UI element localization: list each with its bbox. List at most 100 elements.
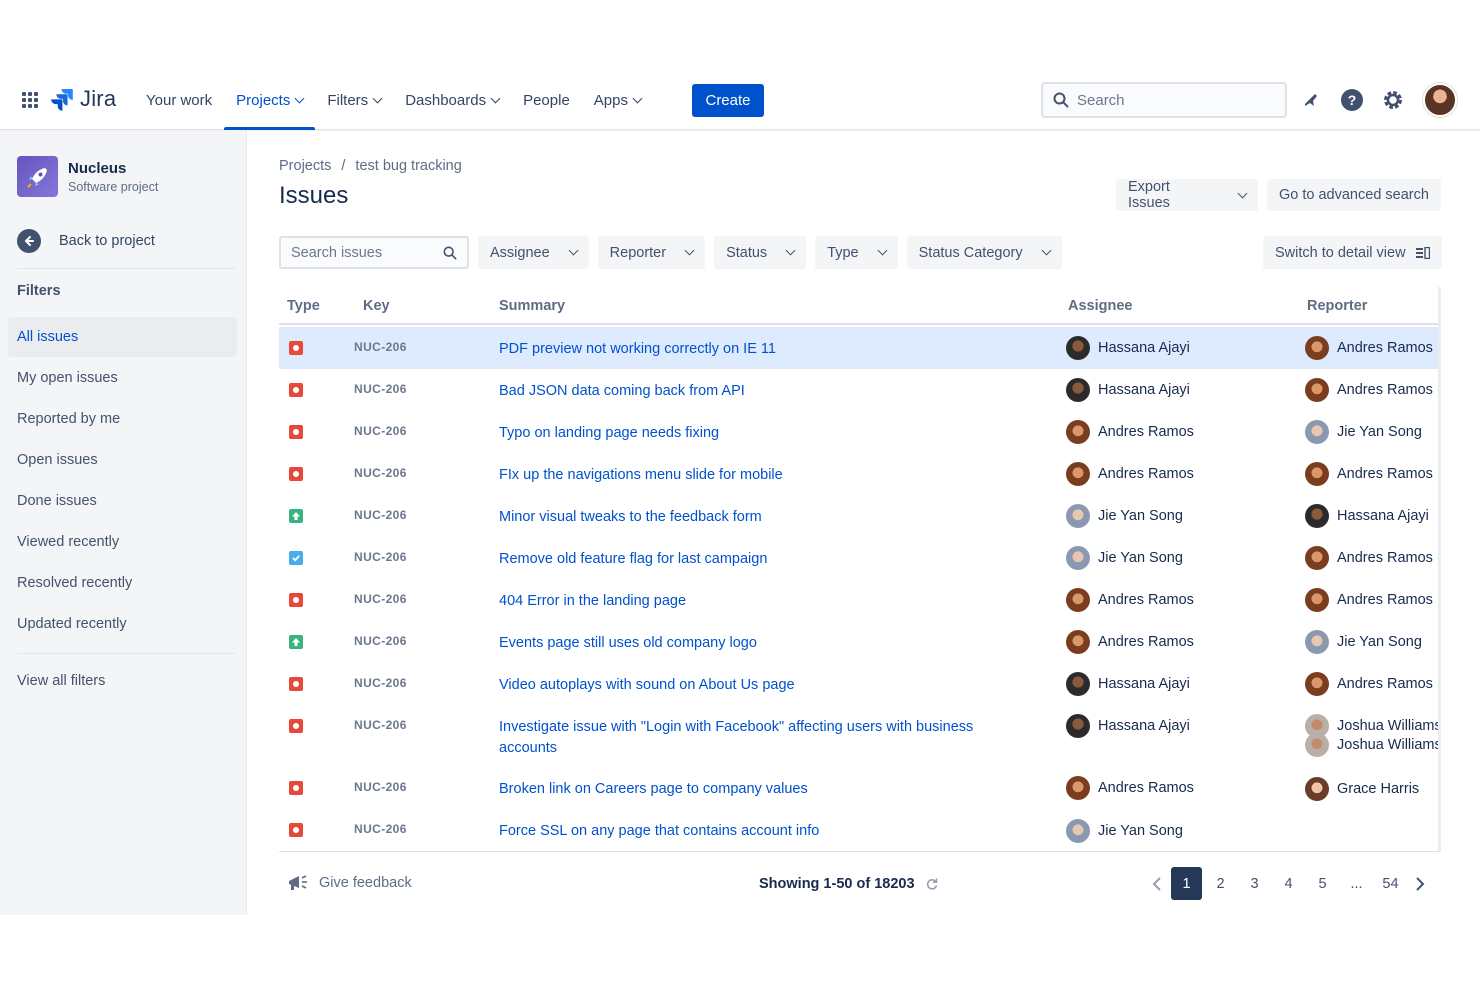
assignee-cell[interactable]: Jie Yan Song	[1066, 504, 1183, 528]
table-row[interactable]: NUC-206 Events page still uses old compan…	[279, 621, 1438, 663]
table-row[interactable]: NUC-206 Minor visual tweaks to the feedba…	[279, 495, 1438, 537]
reporter-cell[interactable]: Jie Yan Song	[1305, 420, 1422, 444]
header-summary[interactable]: Summary	[499, 298, 566, 314]
table-row[interactable]: Joshua Williams	[279, 733, 1438, 767]
reporter-cell[interactable]: Andres Ramos	[1305, 672, 1433, 696]
reporter-cell[interactable]: Andres Ramos	[1305, 588, 1433, 612]
reporter-cell[interactable]: Andres Ramos	[1305, 336, 1433, 360]
assignee-cell[interactable]: Andres Ramos	[1066, 776, 1194, 800]
table-row[interactable]: NUC-206 PDF preview not working correctly…	[279, 327, 1438, 369]
assignee-cell[interactable]: Jie Yan Song	[1066, 819, 1183, 843]
breadcrumb-current[interactable]: test bug tracking	[355, 158, 462, 174]
table-row[interactable]: NUC-206 Typo on landing page needs fixing…	[279, 411, 1438, 453]
reporter-cell[interactable]: Grace Harris	[1305, 777, 1419, 801]
assignee-cell[interactable]: Andres Ramos	[1066, 462, 1194, 486]
reporter-cell[interactable]: Andres Ramos	[1305, 378, 1433, 402]
page-1-button[interactable]: 1	[1171, 867, 1202, 900]
filter-status-category-button[interactable]: Status Category	[906, 236, 1062, 269]
reporter-cell[interactable]: Hassana Ajayi	[1305, 504, 1429, 528]
reporter-cell[interactable]: Andres Ramos	[1305, 462, 1433, 486]
filter-status-button[interactable]: Status	[714, 236, 807, 269]
nav-apps[interactable]: Apps	[582, 70, 653, 130]
issue-summary-link[interactable]: Investigate issue with "Login with Faceb…	[499, 719, 974, 756]
reporter-cell[interactable]: Andres Ramos	[1305, 546, 1433, 570]
nav-projects[interactable]: Projects	[224, 70, 316, 130]
page-3-button[interactable]: 3	[1250, 875, 1259, 892]
sidebar-item-viewed-recently[interactable]: Viewed recently	[17, 533, 120, 550]
sidebar-item-done-issues[interactable]: Done issues	[17, 492, 97, 509]
issue-summary-link[interactable]: Bad JSON data coming back from API	[499, 383, 745, 399]
header-type[interactable]: Type	[287, 298, 320, 314]
sidebar-item-my-open-issues[interactable]: My open issues	[17, 369, 118, 386]
give-feedback-link[interactable]: Give feedback	[287, 874, 412, 892]
assignee-cell[interactable]: Andres Ramos	[1066, 420, 1194, 444]
table-row[interactable]: NUC-206 Force SSL on any page that contai…	[279, 809, 1438, 851]
issue-key[interactable]: NUC-206	[354, 382, 407, 396]
table-row[interactable]: NUC-206 Video autoplays with sound on Abo…	[279, 663, 1438, 705]
issue-key[interactable]: NUC-206	[354, 424, 407, 438]
reporter-cell[interactable]: Joshua Williams	[1305, 733, 1438, 757]
sidebar-item-resolved-recently[interactable]: Resolved recently	[17, 574, 133, 591]
nav-your-work[interactable]: Your work	[134, 70, 224, 130]
issue-summary-link[interactable]: Typo on landing page needs fixing	[499, 425, 720, 441]
issue-key[interactable]: NUC-206	[354, 508, 407, 522]
global-search-input[interactable]	[1077, 91, 1277, 109]
issue-key[interactable]: NUC-206	[354, 340, 407, 354]
assignee-cell[interactable]: Andres Ramos	[1066, 630, 1194, 654]
refresh-icon[interactable]	[925, 877, 939, 891]
issue-key[interactable]: NUC-206	[354, 592, 407, 606]
issue-summary-link[interactable]: Broken link on Careers page to company v…	[499, 781, 808, 797]
create-button[interactable]: Create	[692, 84, 764, 117]
sidebar-item-open-issues[interactable]: Open issues	[17, 451, 98, 468]
page-4-button[interactable]: 4	[1284, 875, 1293, 892]
app-switcher-icon[interactable]	[22, 92, 38, 108]
issue-key[interactable]: NUC-206	[354, 822, 407, 836]
table-row[interactable]: NUC-206 FIx up the navigations menu slide…	[279, 453, 1438, 495]
table-row[interactable]: NUC-206 404 Error in the landing page Andr…	[279, 579, 1438, 621]
assignee-cell[interactable]: Hassana Ajayi	[1066, 714, 1190, 738]
sidebar-item-updated-recently[interactable]: Updated recently	[17, 615, 127, 632]
user-avatar[interactable]	[1423, 83, 1457, 117]
settings-gear-icon[interactable]	[1381, 88, 1405, 112]
issue-summary-link[interactable]: PDF preview not working correctly on IE …	[499, 341, 776, 357]
assignee-cell[interactable]: Jie Yan Song	[1066, 546, 1183, 570]
export-issues-button[interactable]: Export Issues	[1116, 179, 1258, 211]
project-header[interactable]: Nucleus Software project	[17, 156, 158, 197]
page-5-button[interactable]: 5	[1318, 875, 1327, 892]
back-to-project-link[interactable]: Back to project	[17, 229, 155, 253]
issue-summary-link[interactable]: Events page still uses old company logo	[499, 635, 757, 651]
filter-assignee-button[interactable]: Assignee	[478, 236, 589, 269]
global-search[interactable]	[1041, 82, 1287, 118]
issue-key[interactable]: NUC-206	[354, 718, 407, 732]
switch-detail-view-button[interactable]: Switch to detail view	[1263, 236, 1442, 269]
assignee-cell[interactable]: Hassana Ajayi	[1066, 672, 1190, 696]
reporter-cell[interactable]: Jie Yan Song	[1305, 630, 1422, 654]
table-row[interactable]: NUC-206 Remove old feature flag for last …	[279, 537, 1438, 579]
issue-summary-link[interactable]: FIx up the navigations menu slide for mo…	[499, 467, 783, 483]
table-row[interactable]: NUC-206 Bad JSON data coming back from AP…	[279, 369, 1438, 411]
chevron-left-icon[interactable]	[1146, 867, 1168, 900]
issue-summary-link[interactable]: 404 Error in the landing page	[499, 593, 687, 609]
sidebar-item-reported-by-me[interactable]: Reported by me	[17, 410, 121, 427]
assignee-cell[interactable]: Hassana Ajayi	[1066, 336, 1190, 360]
issue-key[interactable]: NUC-206	[354, 634, 407, 648]
issue-summary-link[interactable]: Remove old feature flag for last campaig…	[499, 551, 768, 567]
issue-summary-link[interactable]: Video autoplays with sound on About Us p…	[499, 677, 795, 693]
sidebar-item-all-issues[interactable]: All issues	[8, 317, 237, 357]
help-icon[interactable]: ?	[1340, 88, 1364, 112]
nav-dashboards[interactable]: Dashboards	[393, 70, 511, 130]
issue-summary-link[interactable]: Force SSL on any page that contains acco…	[499, 823, 820, 839]
header-key[interactable]: Key	[363, 298, 390, 314]
header-reporter[interactable]: Reporter	[1307, 298, 1368, 314]
notifications-icon[interactable]	[1299, 88, 1323, 112]
breadcrumb-projects[interactable]: Projects	[279, 158, 332, 174]
filter-type-button[interactable]: Type	[815, 236, 898, 269]
view-all-filters-link[interactable]: View all filters	[17, 673, 106, 689]
nav-filters[interactable]: Filters	[315, 70, 393, 130]
issue-key[interactable]: NUC-206	[354, 780, 407, 794]
reporter-cell[interactable]: Joshua Williams	[1305, 714, 1438, 738]
issue-search[interactable]	[279, 236, 469, 269]
issue-summary-link[interactable]: Minor visual tweaks to the feedback form	[499, 509, 762, 525]
table-row[interactable]: NUC-206 Broken link on Careers page to co…	[279, 767, 1438, 809]
jira-logo[interactable]: Jira	[50, 86, 116, 112]
